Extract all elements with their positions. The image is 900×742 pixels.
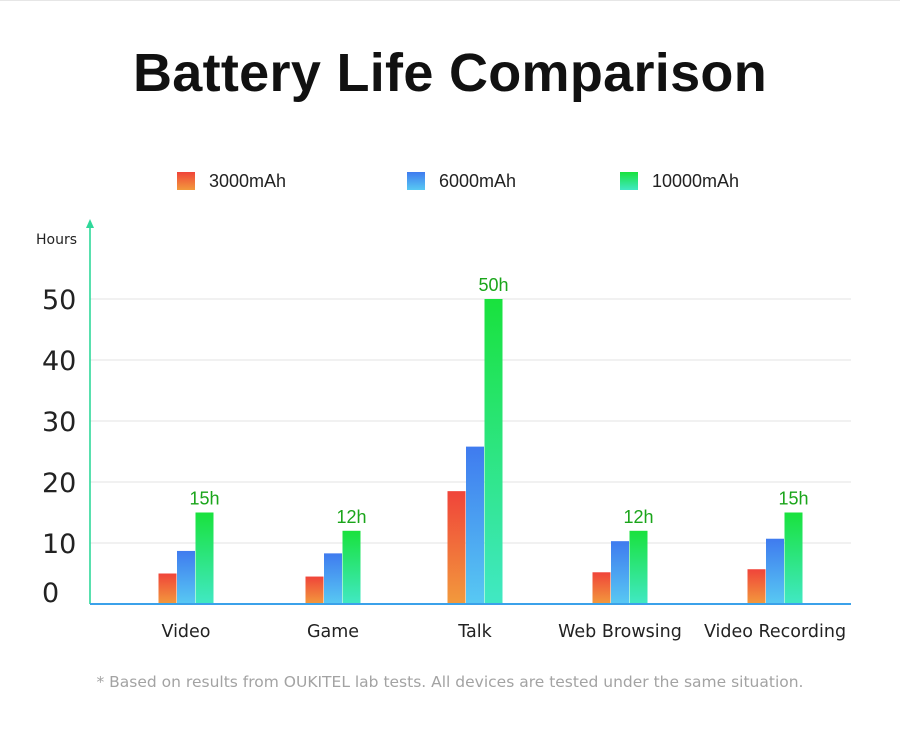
data-label: 12h [336, 507, 366, 527]
bar-10000mAh-talk [484, 299, 503, 604]
legend-swatch-3000mah [177, 172, 195, 190]
y-tick-label: 0 [42, 578, 59, 609]
data-label: 12h [623, 507, 653, 527]
bar-6000mAh-talk [466, 446, 484, 604]
legend-item-10000mah: 10000mAh [620, 168, 739, 194]
y-tick-label: 20 [42, 468, 76, 499]
axes: 0 10 20 30 40 50 Video Game Talk Web Browsing Vide… [42, 219, 851, 642]
x-tick-label: Video Recording [704, 622, 846, 642]
bar-6000mAh-video-recording [766, 538, 784, 604]
data-label: 15h [189, 489, 219, 509]
legend-item-3000mah: 3000mAh [177, 168, 286, 194]
x-tick-label: Web Browsing [558, 622, 682, 642]
legend-item-6000mah: 6000mAh [407, 168, 516, 194]
bar-10000mAh-game [342, 530, 361, 604]
bar-10000mAh-video [195, 512, 214, 604]
x-tick-label: Game [307, 622, 359, 642]
bar-10000mAh-web-browsing [629, 530, 648, 604]
top-divider [0, 0, 900, 1]
y-tick-label: 30 [42, 407, 76, 438]
page-title: Battery Life Comparison [132, 43, 768, 103]
data-label: 50h [478, 275, 508, 295]
x-tick-label: Video [161, 622, 210, 642]
y-tick-label: 10 [42, 529, 76, 560]
y-axis-arrow-icon [86, 219, 94, 228]
y-axis-label: Hours [36, 232, 77, 248]
bar-6000mAh-web-browsing [611, 541, 629, 604]
bar-3000mAh-video [158, 573, 177, 604]
legend: 3000mAh 6000mAh 10000mAh [0, 168, 900, 194]
bar-3000mAh-web-browsing [592, 572, 611, 604]
legend-label: 6000mAh [439, 170, 517, 191]
y-tick-label: 40 [42, 346, 76, 377]
legend-label: 3000mAh [209, 170, 287, 191]
x-tick-label: Talk [457, 622, 492, 642]
footnote: * Based on results from OUKITEL lab test… [96, 673, 804, 691]
legend-swatch-6000mah [407, 172, 425, 190]
bar-3000mAh-game [305, 576, 324, 604]
bar-3000mAh-talk [447, 491, 466, 604]
legend-swatch-10000mah [620, 172, 638, 190]
bar-6000mAh-video [177, 550, 195, 604]
legend-label: 10000mAh [652, 170, 740, 191]
bar-6000mAh-game [324, 553, 342, 604]
bars: 15h 12h 50h 12h 15h [158, 275, 809, 604]
bar-10000mAh-video-recording [784, 512, 803, 604]
bar-3000mAh-video-recording [747, 569, 766, 604]
y-tick-label: 50 [42, 285, 76, 316]
data-label: 15h [778, 489, 808, 509]
